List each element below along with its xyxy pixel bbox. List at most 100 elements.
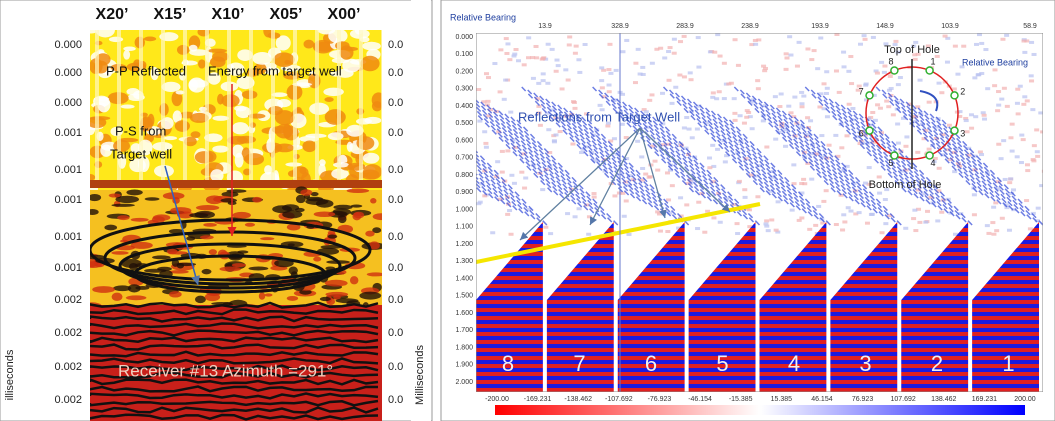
x-label: X00’ xyxy=(328,6,361,23)
noise xyxy=(592,196,597,199)
noise xyxy=(864,82,869,85)
noise xyxy=(867,166,872,169)
noise xyxy=(955,73,960,76)
noise xyxy=(359,292,381,300)
noise xyxy=(579,151,584,154)
noise xyxy=(662,56,667,59)
noise xyxy=(784,68,789,71)
noise xyxy=(733,119,738,122)
noise xyxy=(911,217,916,220)
clock-dot xyxy=(951,127,958,134)
bearing-label: Relative Bearing xyxy=(962,57,1028,67)
x-label: 15.385 xyxy=(771,396,793,403)
noise xyxy=(478,201,483,204)
noise xyxy=(878,107,883,110)
annotation: P-P Reflected xyxy=(106,63,186,78)
noise xyxy=(1030,108,1035,111)
noise xyxy=(684,203,689,206)
noise xyxy=(117,215,130,220)
noise xyxy=(1032,53,1037,56)
noise xyxy=(177,263,184,269)
noise xyxy=(289,267,298,275)
noise xyxy=(824,92,829,95)
noise xyxy=(764,146,769,149)
noise xyxy=(682,75,687,78)
noise xyxy=(990,221,995,224)
noise xyxy=(1021,103,1026,106)
noise xyxy=(504,37,509,40)
noise xyxy=(196,205,219,210)
noise xyxy=(372,101,382,111)
y-label: 0.000 xyxy=(54,67,82,79)
noise xyxy=(670,184,675,187)
y-label: 0.200 xyxy=(455,68,473,75)
noise xyxy=(797,219,802,222)
noise xyxy=(809,58,814,61)
noise xyxy=(607,43,612,46)
noise xyxy=(314,211,336,217)
noise xyxy=(707,166,712,169)
noise xyxy=(1021,138,1026,141)
noise xyxy=(870,111,875,114)
noise xyxy=(232,212,251,219)
figure: X20’X15’X10’X05’X00’0.0000.0000.0000.001… xyxy=(0,0,1055,421)
noise xyxy=(996,90,1001,93)
noise xyxy=(170,207,191,214)
noise xyxy=(991,233,996,236)
top-label: 13.9 xyxy=(538,23,552,30)
y-label: 0.002 xyxy=(54,361,82,373)
y-label: 0.002 xyxy=(54,394,82,406)
noise xyxy=(608,72,613,75)
noise xyxy=(573,52,578,55)
noise xyxy=(715,33,720,36)
noise xyxy=(640,167,645,170)
noise xyxy=(665,171,670,174)
noise xyxy=(690,136,695,139)
noise xyxy=(607,84,612,87)
noise xyxy=(985,87,990,90)
noise xyxy=(221,198,237,202)
y-label: 0.700 xyxy=(455,155,473,162)
noise xyxy=(577,71,582,74)
noise xyxy=(658,47,663,50)
noise xyxy=(195,296,206,303)
noise xyxy=(152,255,171,259)
noise xyxy=(865,222,870,225)
noise xyxy=(805,47,810,50)
noise xyxy=(850,107,855,110)
noise xyxy=(1007,229,1012,232)
noise xyxy=(620,192,625,195)
noise xyxy=(567,35,572,38)
noise xyxy=(673,86,678,89)
noise xyxy=(1024,199,1029,202)
noise xyxy=(807,228,812,231)
noise xyxy=(689,78,694,81)
noise xyxy=(834,69,839,72)
noise xyxy=(531,77,536,80)
noise xyxy=(824,189,829,192)
noise xyxy=(870,213,875,216)
noise xyxy=(882,71,887,74)
noise xyxy=(722,62,727,65)
top-label: 103.9 xyxy=(941,23,959,30)
noise xyxy=(1022,51,1027,54)
noise xyxy=(1008,177,1013,180)
clock-dot xyxy=(866,92,873,99)
y-label: 1.900 xyxy=(455,362,473,369)
noise xyxy=(484,72,489,75)
noise xyxy=(735,232,740,235)
noise xyxy=(245,223,255,227)
noise xyxy=(1036,207,1041,210)
noise xyxy=(684,116,689,119)
noise xyxy=(1025,169,1030,172)
noise xyxy=(109,193,121,197)
noise xyxy=(612,194,617,197)
x-label: -46.154 xyxy=(688,396,712,403)
noise xyxy=(688,71,693,74)
noise xyxy=(774,229,779,232)
noise xyxy=(121,104,135,108)
noise xyxy=(913,58,918,61)
noise xyxy=(486,100,491,103)
noise xyxy=(522,187,527,190)
noise xyxy=(764,219,769,222)
